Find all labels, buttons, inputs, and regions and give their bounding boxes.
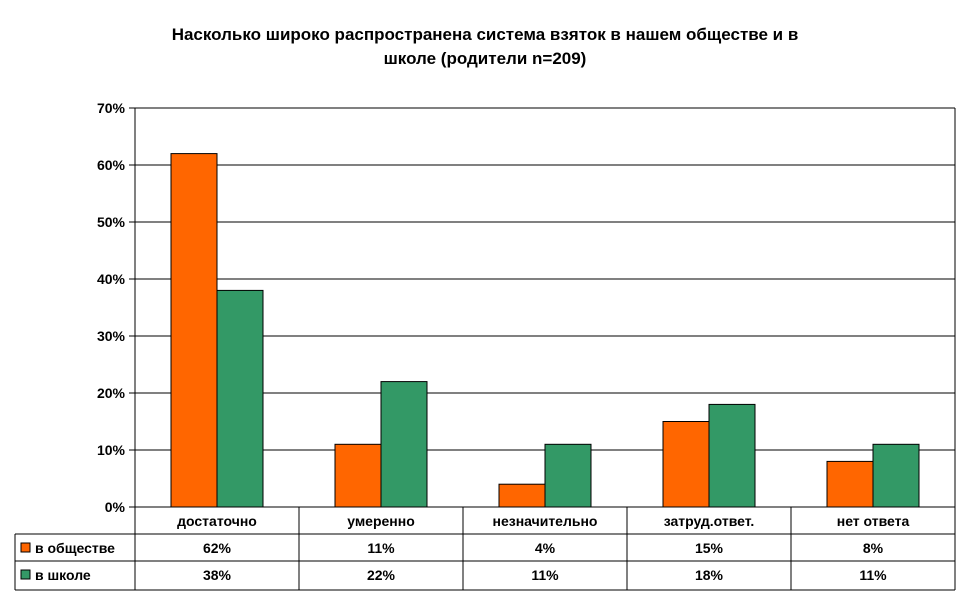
legend-swatch [20,542,31,553]
x-category-label: незначительно [493,513,598,529]
data-label: 4% [535,540,556,556]
y-axis-ticks: 0% 10% 20% 30% 40% 50% 60% 70% [97,100,126,515]
bar-society-1 [334,443,382,508]
x-category-label: умеренно [347,513,415,529]
chart-title-line: Насколько широко распространена система … [172,25,799,44]
y-tick-label: 50% [97,214,126,230]
y-tick-label: 10% [97,442,126,458]
y-tick-label: 40% [97,271,126,287]
bar-society-4 [826,460,874,508]
bar-school-4 [872,443,920,508]
data-label: 11% [859,567,887,583]
bar-school-2 [544,443,592,508]
x-category-label: нет ответа [837,513,910,529]
legend-swatch [20,569,31,580]
bar-society-3 [662,421,710,508]
bar-school-1 [380,381,428,508]
data-label: 11% [531,567,559,583]
data-table: достаточно умеренно незначительно затруд.от… [14,506,956,591]
x-category-label: достаточно [177,513,257,529]
data-label: 62% [203,540,232,556]
data-label: 18% [695,567,724,583]
y-tick-label: 30% [97,328,126,344]
bars [170,153,920,508]
bar-society-2 [498,483,546,508]
bar-school-3 [708,403,756,508]
data-label: 11% [367,540,395,556]
x-category-label: затруд.ответ. [664,513,755,529]
data-label: 15% [695,540,724,556]
data-label: 8% [863,540,884,556]
data-label: 38% [203,567,232,583]
data-label: 22% [367,567,396,583]
y-tick-label: 70% [97,100,126,116]
grid-lines [129,107,956,508]
legend-label: в школе [35,567,91,583]
y-tick-label: 60% [97,157,126,173]
y-tick-label: 0% [105,499,126,515]
y-tick-label: 20% [97,385,126,401]
chart-title: Насколько широко распространена система … [172,25,799,68]
bar-school-0 [216,289,264,508]
legend-label: в обществе [35,540,115,556]
chart-title-line: школе (родители n=209) [384,49,587,68]
bar-society-0 [170,153,218,508]
